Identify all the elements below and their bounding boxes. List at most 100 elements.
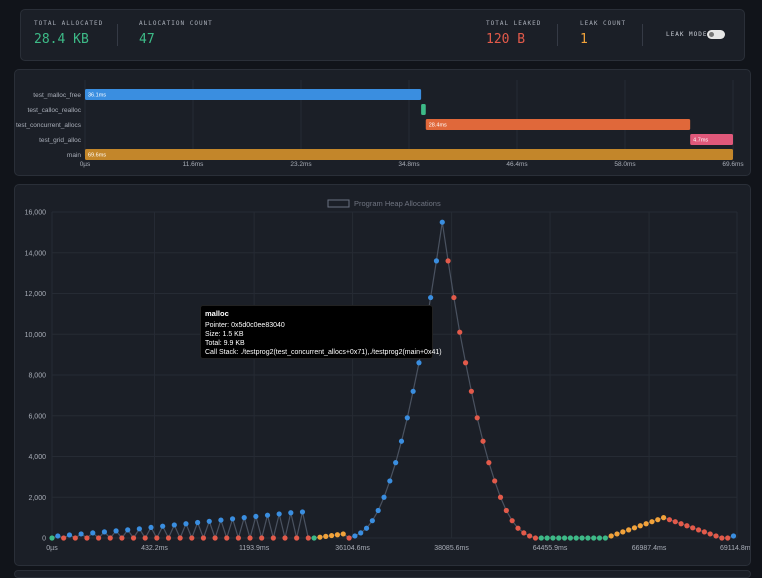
- heap-y-tick-label: 0: [42, 536, 46, 543]
- heap-data-point: [486, 460, 492, 466]
- heap-data-point: [527, 533, 533, 539]
- timeline-bar-label: 4.7ms: [693, 138, 708, 144]
- heap-data-point: [288, 510, 294, 516]
- heap-data-point: [61, 535, 67, 541]
- heap-y-tick-label: 8,000: [28, 373, 46, 380]
- timeline-tick-label: 58.0ms: [614, 161, 636, 168]
- heap-data-point: [352, 533, 358, 539]
- heap-data-point: [212, 535, 218, 541]
- heap-data-point: [78, 531, 84, 537]
- heap-data-point: [358, 530, 364, 536]
- heap-series-line: [51, 222, 734, 541]
- heap-x-tick-label: 0µs: [46, 545, 58, 552]
- tooltip-size: Size: 1.5 KB: [205, 331, 244, 338]
- heap-allocations-chart: 0 2,000 4,000 6,000 8,000 10,000 12,000 14,000 1…: [25, 199, 750, 552]
- toggle-knob: [709, 32, 714, 37]
- heap-y-tick-label: 12,000: [25, 291, 47, 298]
- heap-data-point: [672, 519, 678, 525]
- heap-data-point: [148, 524, 154, 531]
- stat-label: ALLOCATION COUNT: [139, 20, 213, 27]
- timeline-bar-label: 36.1ms: [88, 93, 106, 99]
- heap-data-point: [72, 535, 78, 541]
- heap-data-point: [730, 533, 737, 539]
- heap-x-tick-label: 38085.6ms: [434, 545, 469, 552]
- heap-data-point: [119, 535, 125, 541]
- heap-data-point: [363, 525, 370, 531]
- heap-y-tick-label: 6,000: [28, 413, 46, 420]
- heap-data-point: [328, 532, 335, 539]
- tooltip-title: malloc: [205, 309, 229, 318]
- heap-data-point: [113, 528, 119, 534]
- timeline-tick-label: 46.4ms: [506, 161, 528, 168]
- heap-data-point: [410, 388, 416, 394]
- heap-data-point: [189, 535, 195, 541]
- heap-data-point: [451, 294, 457, 301]
- heap-data-point: [253, 513, 259, 520]
- heap-data-point: [259, 535, 265, 541]
- heap-data-point: [497, 494, 504, 500]
- heap-chart-panel: 0 2,000 4,000 6,000 8,000 10,000 12,000 14,000 1…: [14, 184, 751, 566]
- heap-data-point: [160, 523, 166, 529]
- heap-data-point: [154, 535, 160, 541]
- heap-data-point: [462, 360, 469, 366]
- heap-data-point: [509, 518, 515, 524]
- heap-y-tick-label: 16,000: [25, 210, 47, 217]
- heap-data-point: [142, 535, 148, 541]
- heap-data-point: [684, 523, 690, 529]
- heap-data-point: [596, 535, 603, 541]
- heap-data-point: [218, 517, 224, 523]
- heap-data-point: [614, 531, 620, 537]
- divider: [117, 24, 118, 46]
- heap-data-point: [183, 521, 189, 527]
- heap-data-point: [264, 512, 271, 518]
- heap-data-point: [567, 535, 574, 541]
- legend-swatch: [327, 199, 350, 208]
- timeline-row-label: test_concurrent_allocs: [16, 122, 82, 129]
- heap-data-point: [585, 535, 591, 541]
- heap-data-point: [136, 526, 142, 532]
- heap-data-point: [177, 535, 183, 541]
- heap-data-point: [270, 535, 276, 541]
- heap-data-point: [55, 533, 61, 539]
- timeline-bar: [85, 89, 422, 100]
- heap-data-point: [521, 530, 527, 536]
- heap-data-point: [707, 531, 713, 537]
- heap-data-point: [387, 478, 393, 484]
- heap-data-point: [550, 535, 556, 541]
- heap-data-point: [579, 535, 585, 541]
- heap-data-point: [393, 460, 399, 466]
- heap-x-tick-label: 432.2ms: [141, 545, 168, 552]
- heap-data-point: [247, 535, 253, 541]
- heap-data-point: [439, 219, 445, 225]
- heap-data-point: [690, 525, 696, 531]
- heap-data-point: [276, 511, 282, 517]
- heap-data-point: [381, 494, 387, 500]
- heap-data-point: [340, 531, 346, 537]
- heap-data-point: [224, 535, 230, 541]
- timeline-bar: [425, 119, 691, 130]
- timeline-row-label: main: [67, 152, 81, 159]
- heap-data-point: [311, 535, 317, 541]
- heap-data-point: [317, 534, 323, 540]
- timeline-bar: [85, 149, 733, 160]
- stat-label: LEAK COUNT: [580, 20, 627, 27]
- leak-mode-toggle[interactable]: [707, 30, 725, 39]
- heap-x-tick-label: 69114.8ms: [720, 545, 750, 552]
- heap-x-tick-label: 64455.9ms: [533, 545, 568, 552]
- divider: [642, 24, 643, 46]
- stat-value: 28.4 KB: [34, 32, 89, 47]
- heap-data-point: [503, 507, 509, 514]
- heap-y-tick-label: 10,000: [25, 332, 47, 339]
- heap-data-point: [591, 535, 597, 541]
- heap-data-point: [649, 519, 655, 525]
- heap-data-point: [299, 509, 306, 515]
- heap-data-point: [49, 535, 55, 541]
- heap-x-tick-label: 36104.6ms: [335, 545, 370, 552]
- heap-data-point: [515, 525, 521, 531]
- heap-data-point: [398, 438, 405, 444]
- heap-data-point: [165, 535, 172, 541]
- heap-data-point: [416, 360, 422, 366]
- timeline-panel: test_malloc_free 36.1ms test_calloc_reallo…: [14, 69, 751, 176]
- heap-data-point: [334, 532, 341, 538]
- timeline-tick-label: 0µs: [80, 161, 91, 168]
